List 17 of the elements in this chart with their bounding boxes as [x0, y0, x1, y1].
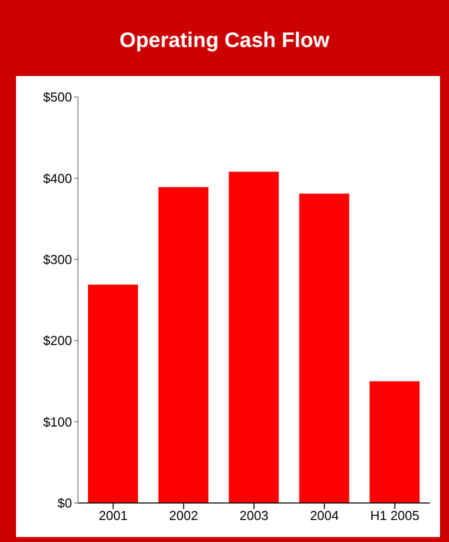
x-tick-label: H1 2005 [370, 508, 420, 524]
y-tick-label: $500 [43, 90, 72, 105]
x-tick-label: 2003 [240, 508, 268, 524]
y-tick-label: $100 [43, 414, 72, 430]
y-tick-label: $300 [43, 252, 72, 268]
x-tick-label: 2002 [169, 508, 198, 524]
bar [88, 284, 138, 503]
y-tick-label: $400 [43, 170, 72, 186]
y-tick-label: $0 [58, 496, 72, 511]
bar [370, 381, 420, 503]
y-tick-label: $200 [43, 333, 72, 348]
bar [299, 194, 350, 503]
x-tick-label: 2004 [310, 508, 339, 524]
chart-title: Operating Cash Flow [118, 28, 331, 54]
bar [158, 187, 208, 503]
bar [228, 172, 279, 503]
x-tick-label: 2001 [98, 508, 128, 524]
